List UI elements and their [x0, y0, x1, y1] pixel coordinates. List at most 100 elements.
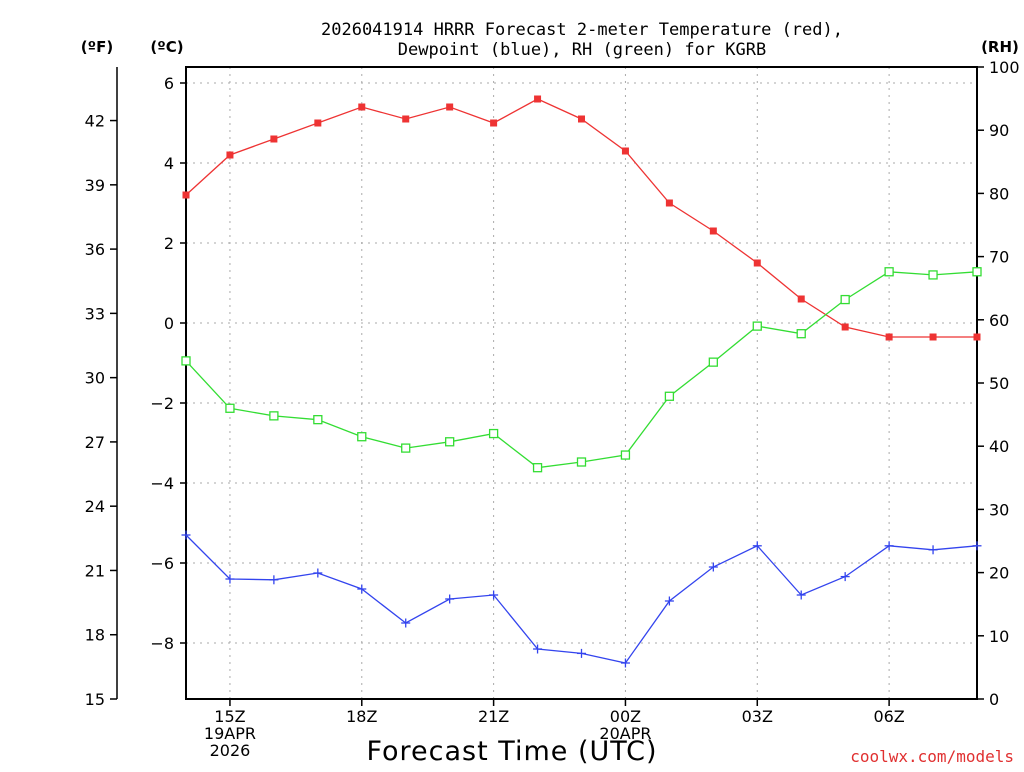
dewpoint-point — [752, 541, 762, 551]
temperature-point — [534, 95, 542, 103]
temperature-point — [753, 259, 761, 267]
x-tick-label: 20APR — [599, 724, 651, 743]
rh-point — [181, 356, 191, 366]
fahrenheit-tick-label: 27 — [85, 433, 105, 452]
dewpoint-point — [620, 658, 630, 668]
dewpoint-point — [313, 568, 323, 578]
dewpoint-point — [577, 648, 586, 658]
dewpoint-point — [225, 574, 235, 584]
x-axis-label: Forecast Time (UTC) — [366, 736, 657, 767]
x-tick-label: 06Z — [873, 707, 904, 726]
dewpoint-point — [489, 590, 499, 600]
celsius-tick-label: −6 — [150, 554, 174, 573]
rh-tick-label: 30 — [989, 500, 1009, 519]
temperature-point — [314, 119, 322, 127]
dewpoint-point — [181, 530, 191, 540]
rh-point — [620, 450, 631, 460]
temperature-point — [182, 191, 190, 199]
rh-point — [972, 267, 982, 277]
x-tick-label: 2026 — [210, 741, 251, 760]
x-tick-label: 19APR — [204, 724, 256, 743]
celsius-tick-label: 4 — [164, 154, 174, 173]
fahrenheit-tick-label: 42 — [85, 112, 105, 131]
x-tick-label: 03Z — [742, 707, 773, 726]
rh-point — [225, 403, 235, 413]
rh-tick-label: 50 — [989, 374, 1009, 393]
celsius-tick-label: −8 — [150, 634, 174, 653]
temperature-point — [270, 135, 278, 143]
chart-title-line2: Dewpoint (blue), RH (green) for KGRB — [398, 40, 766, 60]
fahrenheit-tick-label: 24 — [85, 497, 105, 516]
x-tick-label: 15Z — [214, 707, 245, 726]
series-layer — [181, 95, 982, 668]
dewpoint-point — [796, 590, 806, 600]
fahrenheit-tick-label: 30 — [85, 369, 105, 388]
dewpoint-point — [401, 618, 411, 628]
rh-tick-label: 90 — [989, 121, 1009, 140]
rh-point — [576, 457, 587, 467]
celsius-tick-label: 2 — [164, 234, 174, 253]
rh-point — [840, 294, 850, 305]
celsius-tick-label: 6 — [164, 74, 174, 93]
fahrenheit-tick-label: 21 — [85, 561, 105, 580]
rh-point — [488, 428, 499, 439]
x-tick-label: 00Z — [610, 707, 641, 726]
dewpoint-point — [664, 596, 674, 606]
temperature-point — [841, 323, 849, 331]
rh-point — [445, 437, 455, 447]
temperature-point — [446, 103, 454, 111]
rh-point — [357, 432, 367, 442]
dewpoint-point — [533, 644, 543, 654]
dewpoint-point — [928, 545, 938, 555]
celsius-tick-label: −4 — [150, 474, 174, 493]
rh-tick-label: 70 — [989, 248, 1009, 267]
rh-tick-label: 60 — [989, 311, 1009, 330]
rh-tick-label: 0 — [989, 690, 999, 709]
rh-point — [269, 411, 279, 421]
rh-point — [708, 357, 718, 367]
fahrenheit-unit-label: (ºF) — [81, 38, 113, 56]
rh-point — [532, 463, 543, 473]
dewpoint-point — [884, 541, 894, 551]
rh-point — [401, 443, 411, 453]
fahrenheit-tick-label: 33 — [85, 304, 105, 323]
rh-tick-label: 80 — [989, 184, 1009, 203]
temperature-point — [709, 227, 717, 235]
celsius-unit-label: (ºC) — [150, 38, 183, 56]
temperature-point — [621, 147, 629, 155]
rh-point — [928, 270, 938, 280]
temperature-point — [226, 151, 234, 159]
rh-point — [664, 391, 675, 401]
dewpoint-point — [972, 541, 982, 551]
dewpoint-point — [445, 594, 455, 604]
temperature-point — [929, 333, 937, 341]
fahrenheit-tick-label: 18 — [85, 626, 105, 645]
celsius-tick-label: 0 — [164, 314, 174, 333]
rh-unit-label: (RH) — [981, 38, 1019, 56]
temperature-point — [490, 119, 498, 127]
rh-point — [752, 321, 762, 331]
rh-tick-label: 40 — [989, 437, 1009, 456]
dewpoint-point — [840, 572, 850, 582]
temperature-point — [578, 115, 585, 123]
temperature-point — [797, 295, 805, 303]
fahrenheit-tick-label: 39 — [85, 176, 105, 195]
fahrenheit-tick-label: 36 — [85, 240, 105, 259]
celsius-tick-label: −2 — [150, 394, 174, 413]
rh-tick-label: 20 — [989, 564, 1009, 583]
dewpoint-point — [357, 584, 367, 594]
chart-title-line1: 2026041914 HRRR Forecast 2-meter Tempera… — [321, 20, 843, 40]
axes: 6420−2−4−6−81518212427303336394201020304… — [85, 58, 1020, 760]
rh-point — [796, 329, 806, 339]
grid — [186, 67, 977, 699]
temperature-point — [973, 333, 981, 341]
credit-text: coolwx.com/models — [850, 747, 1014, 766]
dewpoint-point — [708, 562, 718, 572]
temperature-point — [402, 115, 410, 123]
temperature-point — [885, 333, 893, 341]
rh-tick-label: 100 — [989, 58, 1020, 77]
dewpoint-point — [269, 575, 279, 585]
temperature-point — [358, 103, 366, 111]
rh-point — [313, 415, 323, 425]
